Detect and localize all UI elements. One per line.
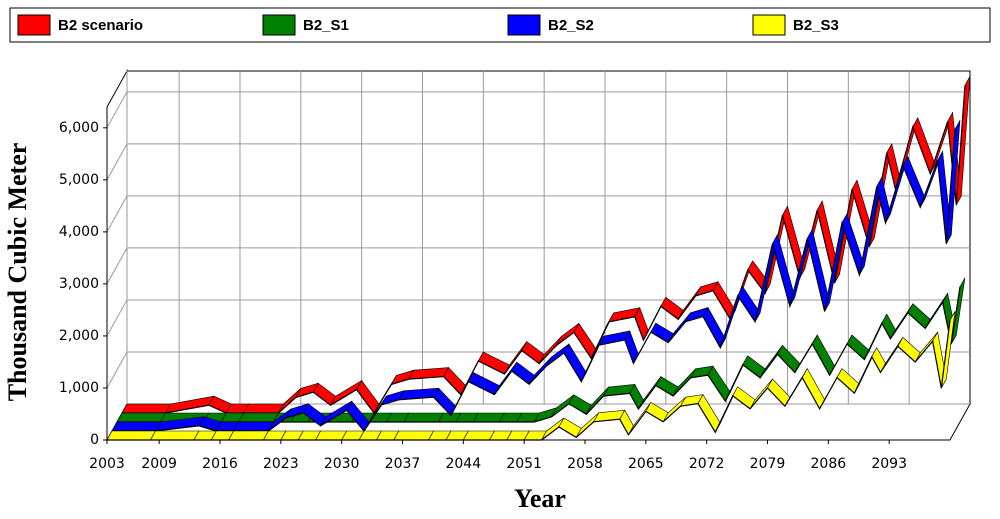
- legend-label: B2_S2: [548, 17, 594, 34]
- ribbon-face: [228, 430, 269, 441]
- x-tick-label: 2079: [750, 456, 786, 472]
- ribbon-face: [238, 412, 279, 423]
- x-tick-label: 2023: [263, 456, 299, 472]
- ribbon-face: [403, 412, 445, 423]
- ribbon-face: [243, 403, 284, 414]
- x-tick-label: 2037: [385, 456, 421, 472]
- ribbon-face: [149, 430, 200, 441]
- legend-swatch: [507, 14, 541, 36]
- x-tick-label: 2051: [506, 456, 542, 472]
- legend-swatch: [752, 14, 786, 36]
- grid-line: [106, 195, 128, 233]
- legend: B2 scenario B2_S1 B2_S2 B2_S3: [17, 14, 839, 36]
- x-tick-label: 2065: [628, 456, 664, 472]
- legend-label: B2_S3: [793, 17, 839, 34]
- ribbon-face: [121, 403, 171, 414]
- y-axis-title: Thousand Cubic Meter: [3, 143, 32, 402]
- ribbon-face: [106, 430, 156, 441]
- y-tick-label: 6,000: [59, 120, 99, 136]
- ribbon-face: [393, 430, 435, 441]
- y-tick-label: 3,000: [59, 276, 99, 292]
- grid-line: [106, 299, 128, 337]
- legend-box: [9, 7, 991, 43]
- x-tick-label: 2044: [445, 456, 481, 472]
- series-line: [107, 320, 951, 441]
- left-wall: [106, 69, 128, 442]
- x-tick-label: 2030: [324, 456, 360, 472]
- ribbon-face: [116, 412, 166, 423]
- grid-line: [106, 351, 128, 389]
- y-tick-label: 0: [90, 432, 99, 448]
- x-tick-label: 2093: [871, 456, 907, 472]
- series-line: [112, 129, 956, 433]
- x-tick-label: 2003: [89, 456, 125, 472]
- y-tick-label: 1,000: [59, 380, 99, 396]
- series-line: [117, 286, 961, 423]
- series-line: [122, 85, 966, 415]
- x-tick-label: 2086: [811, 456, 847, 472]
- ribbon-face: [315, 430, 348, 441]
- x-tick-label: 2009: [141, 456, 177, 472]
- grid-line: [106, 91, 128, 129]
- legend-swatch: [17, 14, 51, 36]
- legend-label: B2 scenario: [58, 17, 143, 34]
- x-tick-label: 2072: [689, 456, 725, 472]
- y-tick-label: 5,000: [59, 172, 99, 188]
- grid-line: [106, 143, 128, 181]
- x-tick-label: 2058: [567, 456, 603, 472]
- y-tick-label: 4,000: [59, 224, 99, 240]
- plot-area: 0 1,000 2,000 3,000 4,000 5,000 6,000 2003 2009 2…: [59, 69, 971, 472]
- grid-line: [106, 247, 128, 285]
- y-tick-label: 2,000: [59, 328, 99, 344]
- ribbon-face: [111, 421, 161, 432]
- x-axis-title: Year: [514, 484, 566, 513]
- ribbon-face: [472, 412, 505, 423]
- ribbon-face: [462, 430, 495, 441]
- ribbon-face: [233, 421, 274, 432]
- x-tick-label: 2016: [202, 456, 238, 472]
- legend-label: B2_S1: [303, 17, 349, 34]
- legend-swatch: [262, 14, 296, 36]
